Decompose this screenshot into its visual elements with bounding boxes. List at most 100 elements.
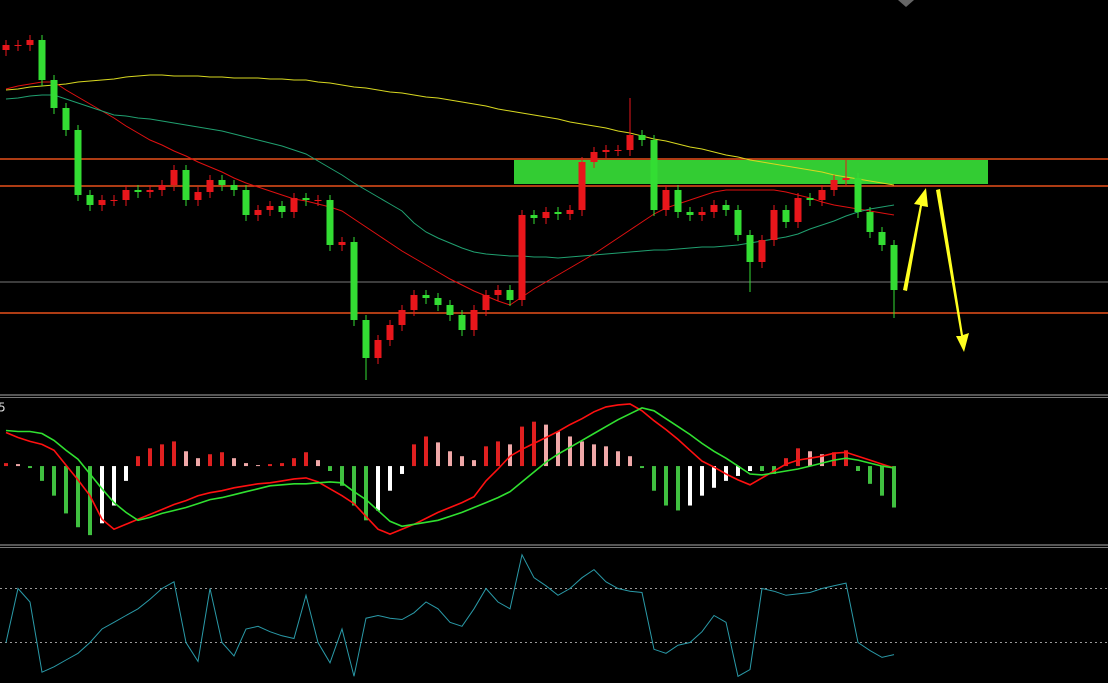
histogram-bar [832,452,836,467]
histogram-bar [304,452,308,467]
histogram-bar [628,456,632,467]
candle-body [854,178,862,212]
histogram-bar [736,466,740,476]
histogram-bar [748,466,752,471]
histogram-bar [772,466,776,474]
candle-body [554,212,562,214]
candle-body [266,206,274,210]
histogram-bar [328,466,332,471]
candle-body [578,162,586,210]
histogram-bar [796,448,800,467]
histogram-bar [64,466,68,514]
histogram-bar [220,452,224,467]
histogram-bar [676,466,680,511]
histogram-bar [664,466,668,506]
marks [0,35,1108,678]
candle-body [722,205,730,210]
candle-body [158,185,166,190]
candle-body [638,135,646,140]
candle-body [218,180,226,185]
histogram-bar [208,454,212,467]
corner-marker [898,0,914,7]
candle-body [326,200,334,245]
histogram-bar [352,466,356,506]
candle-body [446,305,454,315]
histogram-bar [256,465,260,467]
candle-body [134,190,142,192]
histogram-bar [28,466,32,469]
indicator-line [5,94,895,259]
candle-body [650,140,658,210]
histogram-bar [592,444,596,467]
histogram-bar [16,464,20,467]
histogram-bar [88,466,92,536]
histogram-bar [268,464,272,467]
candle-body [518,215,526,300]
histogram-bar [892,466,896,508]
candle-body [530,215,538,218]
indicator-line [5,553,895,678]
histogram-bar [52,466,56,496]
histogram-bar [544,424,548,467]
arrow-down [936,189,969,352]
histogram-bar [712,466,716,488]
candle-body [626,135,634,150]
candle-body [74,130,82,195]
histogram-bar [556,431,560,467]
histogram-bar [316,460,320,467]
histogram-bar [4,463,8,467]
histogram-bar [148,448,152,467]
histogram-bar [184,451,188,467]
candle-body [434,298,442,305]
indicator-line [5,407,895,528]
candle-body [254,210,262,215]
histogram-bar [436,442,440,467]
candle-body [470,310,478,330]
histogram-bar [700,466,704,496]
candle-body [290,198,298,212]
candle-body [278,206,286,212]
histogram-bar [160,444,164,467]
histogram-bar [652,466,656,491]
histogram-bar [364,466,368,521]
candle-body [482,295,490,310]
candle-body [782,210,790,222]
candle-body [230,185,238,190]
candle-body [62,108,70,130]
candle-body [710,205,718,212]
candle-body [818,190,826,200]
candle-body [542,212,550,218]
candle-body [806,198,814,200]
candle-body [674,190,682,212]
candle-body [602,150,610,152]
candle-body [398,310,406,325]
candle-body [350,242,358,320]
candle-body [14,45,22,46]
candle-body [242,190,250,215]
histogram-bar [280,463,284,467]
candle-body [98,200,106,205]
candle-body [362,320,370,358]
candle-body [770,210,778,240]
histogram-bar [376,466,380,511]
candle-body [26,40,34,45]
candle-body [866,212,874,232]
candle-body [206,180,214,192]
candle-body [830,180,838,190]
candle-body [746,235,754,262]
candle-body [842,178,850,180]
candle-body [410,295,418,310]
histogram-bar [292,458,296,467]
candle-body [110,200,118,201]
candle-body [374,340,382,358]
candle-body [686,212,694,215]
histogram-bar [496,441,500,467]
candle-body [338,242,346,245]
histogram-bar [40,466,44,481]
histogram-bar [172,441,176,467]
candle-body [794,198,802,222]
histogram-bar [76,466,80,528]
histogram-bar [340,466,344,486]
histogram-bar [448,451,452,467]
